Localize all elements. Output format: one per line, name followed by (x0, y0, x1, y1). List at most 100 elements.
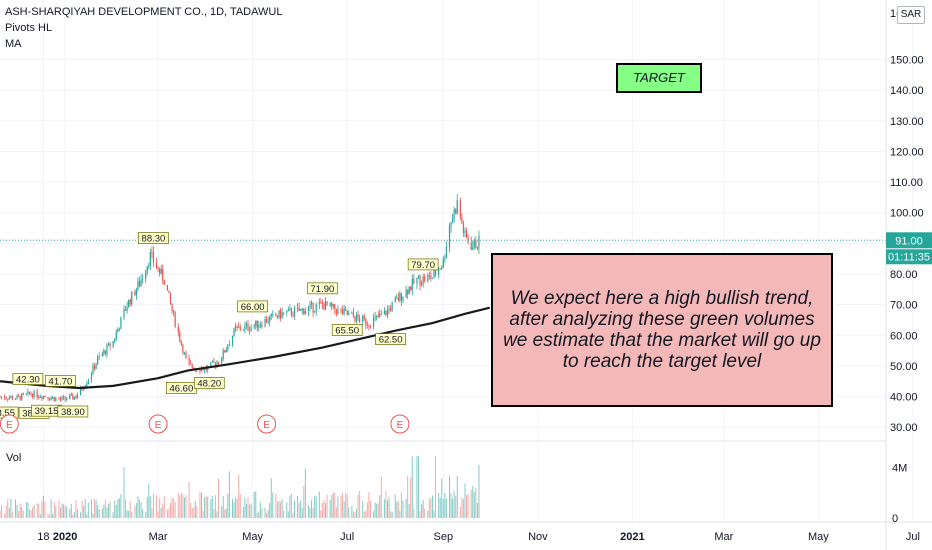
candle-body (151, 251, 153, 253)
candle-body (171, 303, 173, 311)
indicator-pivots-hl[interactable]: Pivots HL (5, 22, 53, 34)
candle-body (422, 276, 424, 284)
candle-body (433, 270, 435, 278)
candle-body (442, 258, 444, 267)
candle-body (58, 398, 60, 400)
candle-body (321, 302, 323, 305)
candle-body (445, 246, 447, 258)
candle-body (183, 352, 186, 354)
pivot-label: 79.70 (411, 260, 435, 271)
candle-body (413, 279, 415, 284)
candle-body (314, 311, 316, 313)
time-tick-label: 2021 (620, 531, 644, 543)
candle-body (216, 362, 218, 366)
candle-body (135, 289, 137, 296)
candle-body (155, 262, 158, 268)
candle-body (256, 320, 258, 328)
candle-body (434, 270, 437, 275)
candle-body (140, 279, 142, 287)
candle-body (162, 268, 164, 281)
candle-body (335, 309, 337, 314)
candle-body (236, 326, 238, 328)
candle-body (28, 391, 31, 394)
candle-body (163, 280, 165, 285)
pivot-label-box (138, 232, 169, 244)
candle-body (123, 309, 125, 318)
candle-body (386, 309, 389, 316)
candle-body (185, 352, 187, 358)
candle-body (324, 301, 327, 310)
candle-body (76, 395, 79, 399)
candle-body (470, 242, 472, 250)
candle-body (80, 387, 82, 396)
time-tick-label: May (808, 531, 829, 543)
price-tick-label: 120.00 (890, 146, 924, 158)
pivot-label-box (12, 373, 44, 385)
price-tick-label: 50.00 (890, 361, 918, 373)
candle-body (309, 303, 311, 307)
candle-body (145, 272, 147, 279)
candle-body (341, 309, 344, 314)
candle-body (14, 398, 17, 400)
candle-body (453, 209, 455, 219)
candle-body (272, 313, 274, 315)
candle-body (159, 268, 161, 274)
candle-body (416, 278, 418, 284)
candle-body (281, 312, 283, 319)
candle-body (278, 310, 280, 318)
candle-body (235, 326, 237, 329)
candle-body (459, 200, 461, 218)
candle-body (25, 393, 27, 395)
countdown-badge (886, 249, 932, 265)
pivot-label: 39.15 (35, 406, 59, 417)
candle-body (428, 275, 430, 277)
candle-body (276, 316, 279, 318)
candle-body (114, 339, 116, 342)
candle-body (10, 396, 12, 398)
indicator-ma[interactable]: MA (5, 38, 22, 50)
candle-body (250, 327, 252, 331)
pivot-label-box (407, 258, 439, 271)
currency-badge[interactable]: SAR (897, 6, 925, 24)
candle-body (444, 257, 446, 259)
price-tick-label: 60.00 (890, 330, 918, 342)
symbol-title[interactable]: ASH-SHARQIYAH DEVELOPMENT CO., 1D, TADAW… (5, 6, 283, 18)
candle-body (239, 326, 241, 330)
candle-body (131, 291, 133, 305)
pivot-label-box (237, 300, 268, 313)
candle-body (267, 321, 269, 323)
candle-body (419, 275, 421, 286)
candle-body (290, 308, 292, 316)
candle-body (304, 311, 306, 315)
candle-body (8, 397, 10, 400)
candle-body (213, 361, 215, 363)
candle-body (224, 350, 226, 353)
candle-body (396, 297, 398, 299)
earnings-marker-label: E (155, 420, 162, 431)
time-tick-label: Jul (906, 531, 920, 543)
candle-body (448, 225, 451, 247)
candle-body (92, 365, 94, 375)
candle-body (50, 397, 52, 400)
candle-body (287, 308, 289, 312)
candle-body (421, 283, 423, 286)
candle-body (303, 308, 305, 315)
time-tick-label: Nov (528, 531, 548, 543)
candle-body (124, 309, 127, 311)
candle-body (286, 311, 288, 313)
candle-body (310, 302, 313, 304)
candle-body (402, 297, 404, 301)
candle-body (70, 394, 72, 396)
candle-body (228, 344, 230, 346)
candle-body (465, 231, 468, 238)
candle-body (427, 275, 429, 281)
candle-body (283, 312, 285, 314)
candle-body (334, 304, 336, 310)
earnings-marker-icon (257, 414, 277, 434)
price-tick-label: 70.00 (890, 300, 918, 312)
candle-body (47, 397, 49, 399)
candle-body (478, 235, 480, 248)
volume-bars (0, 456, 480, 518)
candle-body (279, 310, 282, 319)
